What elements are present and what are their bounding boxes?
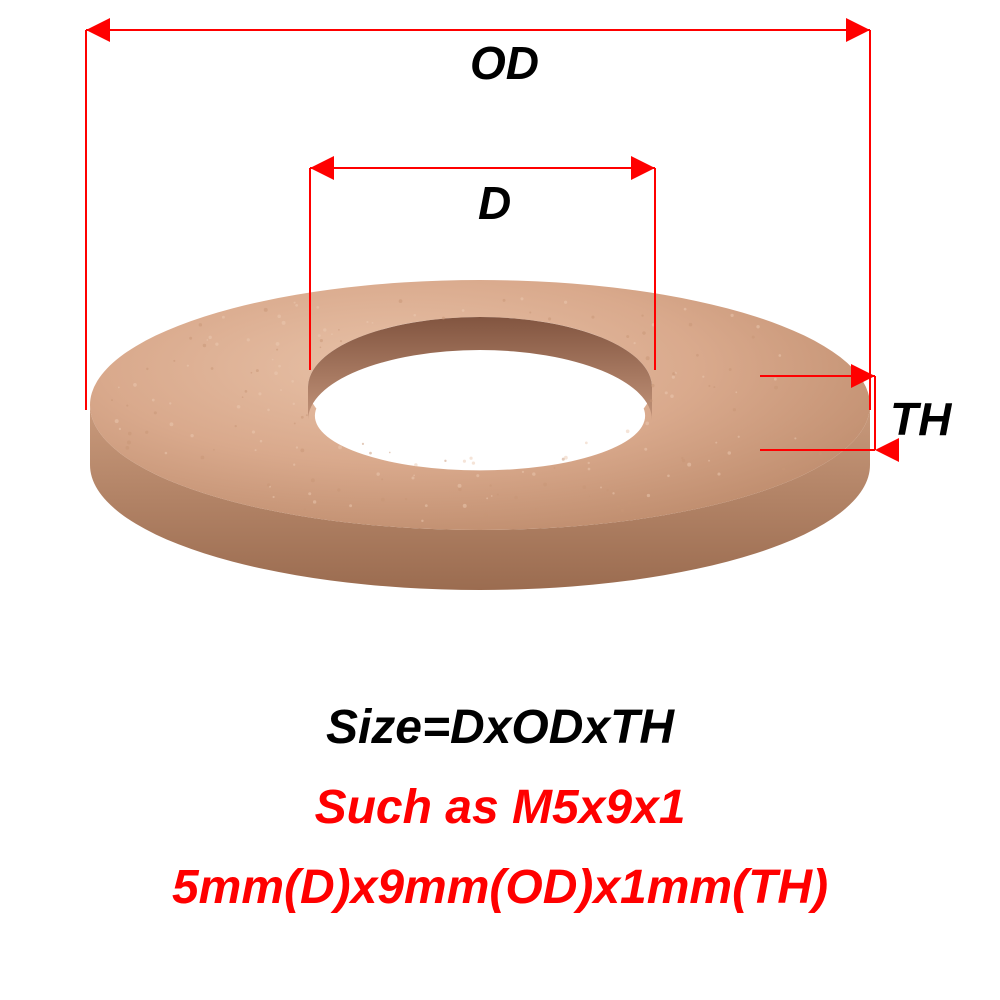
- caption-example: Such as M5x9x1: [0, 780, 1000, 835]
- label-od: OD: [470, 36, 539, 90]
- washer-shape: [90, 280, 870, 590]
- washer-diagram: [0, 0, 1000, 1000]
- caption-expanded: 5mm(D)x9mm(OD)x1mm(TH): [0, 860, 1000, 915]
- caption-size-formula: Size=DxODxTH: [0, 700, 1000, 755]
- label-d: D: [478, 176, 511, 230]
- label-th: TH: [890, 392, 951, 446]
